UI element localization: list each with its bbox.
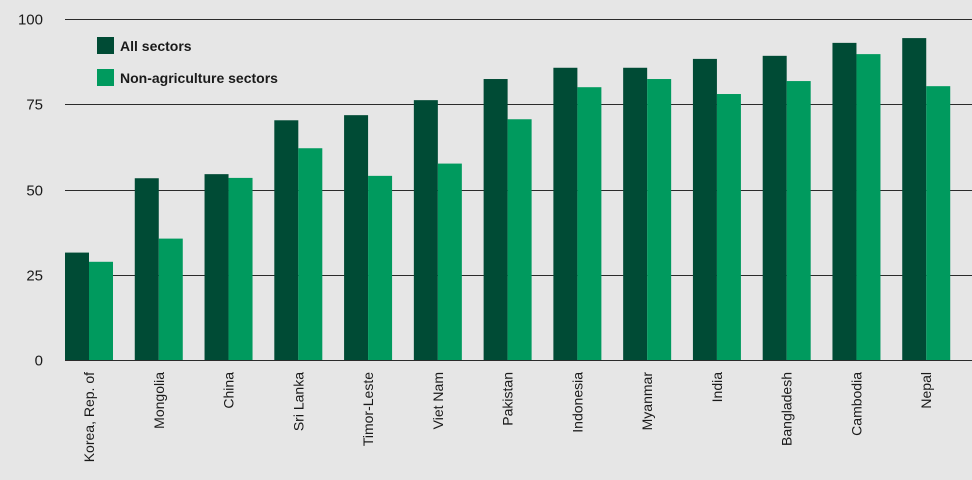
y-tick-label-25: 25 [26,268,43,285]
bar-non-agriculture-sectors-china [228,177,253,360]
x-tick-label-mongolia: Mongolia [151,372,167,429]
bar-non-agriculture-sectors-pakistan [507,119,532,360]
bar-all-sectors-pakistan [483,79,508,361]
x-tick-label-indonesia: Indonesia [569,372,585,433]
bar-all-sectors-china [204,174,229,360]
bar-all-sectors-nepal [902,38,927,360]
x-axis: Korea, Rep. of Mongolia China Sri Lanka Timo… [81,372,934,463]
bar-non-agriculture-sectors-indonesia [577,87,602,360]
legend-label-all-sectors: All sectors [120,38,192,54]
bar-non-agriculture-sectors-bangladesh [786,81,811,360]
legend-swatch-non-agriculture-sectors [97,69,114,86]
bar-all-sectors-myanmar [623,67,648,360]
x-tick-label-nepal: Nepal [918,372,934,409]
x-tick-label-sri-lanka: Sri Lanka [290,372,306,431]
x-tick-label-china: China [221,372,237,409]
legend: All sectors Non-agriculture sectors [97,37,278,86]
x-tick-label-timor-leste: Timor-Leste [360,372,376,446]
legend-label-non-agriculture-sectors: Non-agriculture sectors [120,70,278,86]
bar-all-sectors-bangladesh [762,55,787,360]
bars [65,38,951,361]
bar-all-sectors-sri-lanka [274,120,299,360]
bar-non-agriculture-sectors-nepal [926,86,951,360]
bar-all-sectors-indonesia [553,67,578,360]
x-tick-label-viet-nam: Viet Nam [430,372,446,429]
bar-non-agriculture-sectors-timor-leste [368,175,393,360]
x-tick-label-pakistan: Pakistan [500,372,516,426]
bar-non-agriculture-sectors-india [716,94,741,361]
y-tick-label-75: 75 [26,97,43,114]
bar-non-agriculture-sectors-viet-nam [437,163,462,360]
y-tick-label-50: 50 [26,183,43,200]
bar-non-agriculture-sectors-mongolia [158,238,183,360]
bar-all-sectors-korea-rep-of [65,252,89,360]
x-tick-label-myanmar: Myanmar [639,372,655,431]
y-tick-label-100: 100 [18,12,43,29]
bar-non-agriculture-sectors-korea-rep-of [89,261,113,360]
bar-non-agriculture-sectors-cambodia [856,54,881,361]
bar-all-sectors-india [692,58,717,360]
bar-all-sectors-timor-leste [344,115,369,360]
x-tick-label-bangladesh: Bangladesh [779,372,795,446]
x-tick-label-india: India [709,372,725,403]
legend-swatch-all-sectors [97,37,114,54]
x-tick-label-korea-rep-of: Korea, Rep. of [81,372,97,462]
bar-all-sectors-cambodia [832,42,857,361]
x-tick-label-cambodia: Cambodia [848,372,864,436]
bar-all-sectors-mongolia [134,178,159,360]
bar-non-agriculture-sectors-myanmar [647,79,672,361]
bar-all-sectors-viet-nam [413,100,438,361]
y-axis: 0 25 50 75 100 [18,12,43,370]
y-tick-label-0: 0 [35,353,43,370]
bar-non-agriculture-sectors-sri-lanka [298,148,323,360]
